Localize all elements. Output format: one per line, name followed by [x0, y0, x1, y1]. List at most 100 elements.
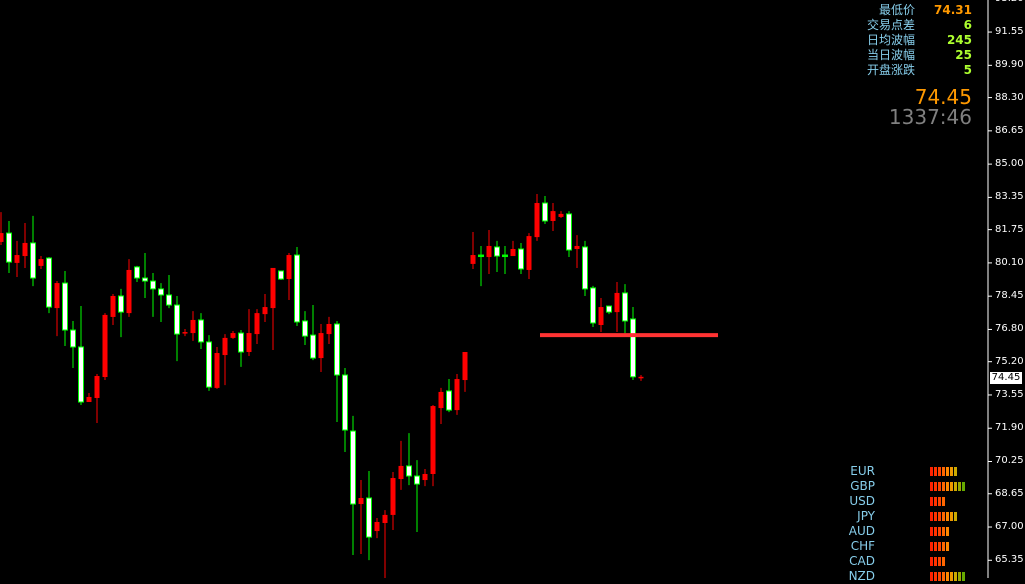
candle-body [14, 255, 20, 263]
candle [150, 272, 156, 317]
candle [158, 283, 164, 322]
candle-body [414, 475, 420, 485]
strength-bar [934, 512, 937, 521]
candle [238, 330, 244, 367]
info-value: 74.31 [934, 3, 972, 17]
candle [398, 440, 404, 490]
currency-label: JPY [857, 509, 875, 523]
candle [198, 313, 204, 349]
candle [550, 203, 556, 232]
currency-row-gbp: GBP [850, 479, 980, 494]
candle-body [510, 248, 516, 257]
strength-bar [934, 527, 937, 536]
candle-body [302, 320, 308, 337]
candle-body [390, 478, 396, 515]
candle-body [182, 332, 188, 334]
candle [134, 265, 140, 283]
candle [406, 433, 412, 486]
candle [446, 379, 452, 413]
strength-bar [938, 572, 941, 581]
candle [270, 267, 276, 350]
candle [294, 246, 300, 327]
strength-bar [930, 497, 933, 506]
currency-row-nzd: NZD [849, 569, 980, 584]
candle-body [470, 255, 476, 264]
candle-body [350, 430, 356, 505]
strength-bar [954, 482, 957, 491]
candle [94, 373, 100, 423]
axis-tick-label: 78.45 [995, 290, 1024, 302]
candles-group [0, 193, 644, 578]
currency-label: USD [849, 494, 875, 508]
candle-body [214, 353, 220, 388]
candle [302, 311, 308, 345]
axis-tick-label: 76.80 [995, 323, 1024, 335]
strength-bar [962, 572, 965, 581]
axis-tick-label: 85.00 [995, 158, 1024, 170]
candle [622, 284, 628, 334]
candle [190, 311, 196, 341]
axis-tick-label: 89.90 [995, 59, 1024, 71]
strength-bar [942, 527, 945, 536]
strength-bar [934, 482, 937, 491]
candle-body [534, 203, 540, 238]
strength-bar [934, 542, 937, 551]
strength-bar [930, 572, 933, 581]
candle-body [166, 294, 172, 306]
candle [430, 405, 436, 487]
candle-body [430, 406, 436, 474]
candle [518, 242, 524, 274]
candle-body [446, 390, 452, 411]
info-row-open-change: 开盘涨跌 5 [840, 63, 975, 78]
candle [262, 293, 268, 322]
axis-ticks [988, 31, 992, 561]
candle-body [406, 465, 412, 477]
candle [486, 230, 492, 274]
candle-body [94, 376, 100, 398]
candle [206, 335, 212, 391]
candle [318, 323, 324, 372]
candle-body [558, 213, 564, 217]
candle [102, 313, 108, 381]
strength-bar [934, 572, 937, 581]
candle [382, 510, 388, 578]
candle [126, 259, 132, 317]
candle-body [358, 497, 364, 505]
candle [254, 309, 260, 344]
candle [14, 240, 20, 278]
candle [110, 293, 116, 325]
candle-body [574, 245, 580, 249]
candle [0, 212, 4, 245]
info-row-spread: 交易点差 6 [840, 18, 975, 33]
strength-bar [938, 467, 941, 476]
strength-bar [942, 512, 945, 521]
candle [246, 309, 252, 357]
candle [214, 346, 220, 389]
candle [174, 295, 180, 362]
strength-bar [946, 542, 949, 551]
candle [326, 316, 332, 344]
currency-row-usd: USD [849, 494, 980, 509]
candle [350, 415, 356, 556]
candle [462, 352, 468, 392]
axis-tick-label: 70.25 [995, 455, 1024, 467]
strength-bar [942, 542, 945, 551]
strength-bar [934, 557, 937, 566]
candle [374, 517, 380, 539]
candle-body [22, 242, 28, 257]
currency-row-jpy: JPY [857, 509, 980, 524]
candle-body [606, 305, 612, 313]
info-label: 当日波幅 [866, 48, 915, 62]
candle-body [46, 257, 52, 308]
candle-body [438, 391, 444, 409]
candle-body [310, 334, 316, 359]
axis-tick-label: 68.65 [995, 487, 1024, 499]
candle-body [326, 323, 332, 335]
candle-body [542, 202, 548, 222]
candle [166, 275, 172, 309]
candle-body [318, 333, 324, 359]
candle [590, 285, 596, 328]
candle [582, 240, 588, 296]
candle [118, 288, 124, 338]
axis-tick-label: 75.20 [995, 355, 1024, 367]
